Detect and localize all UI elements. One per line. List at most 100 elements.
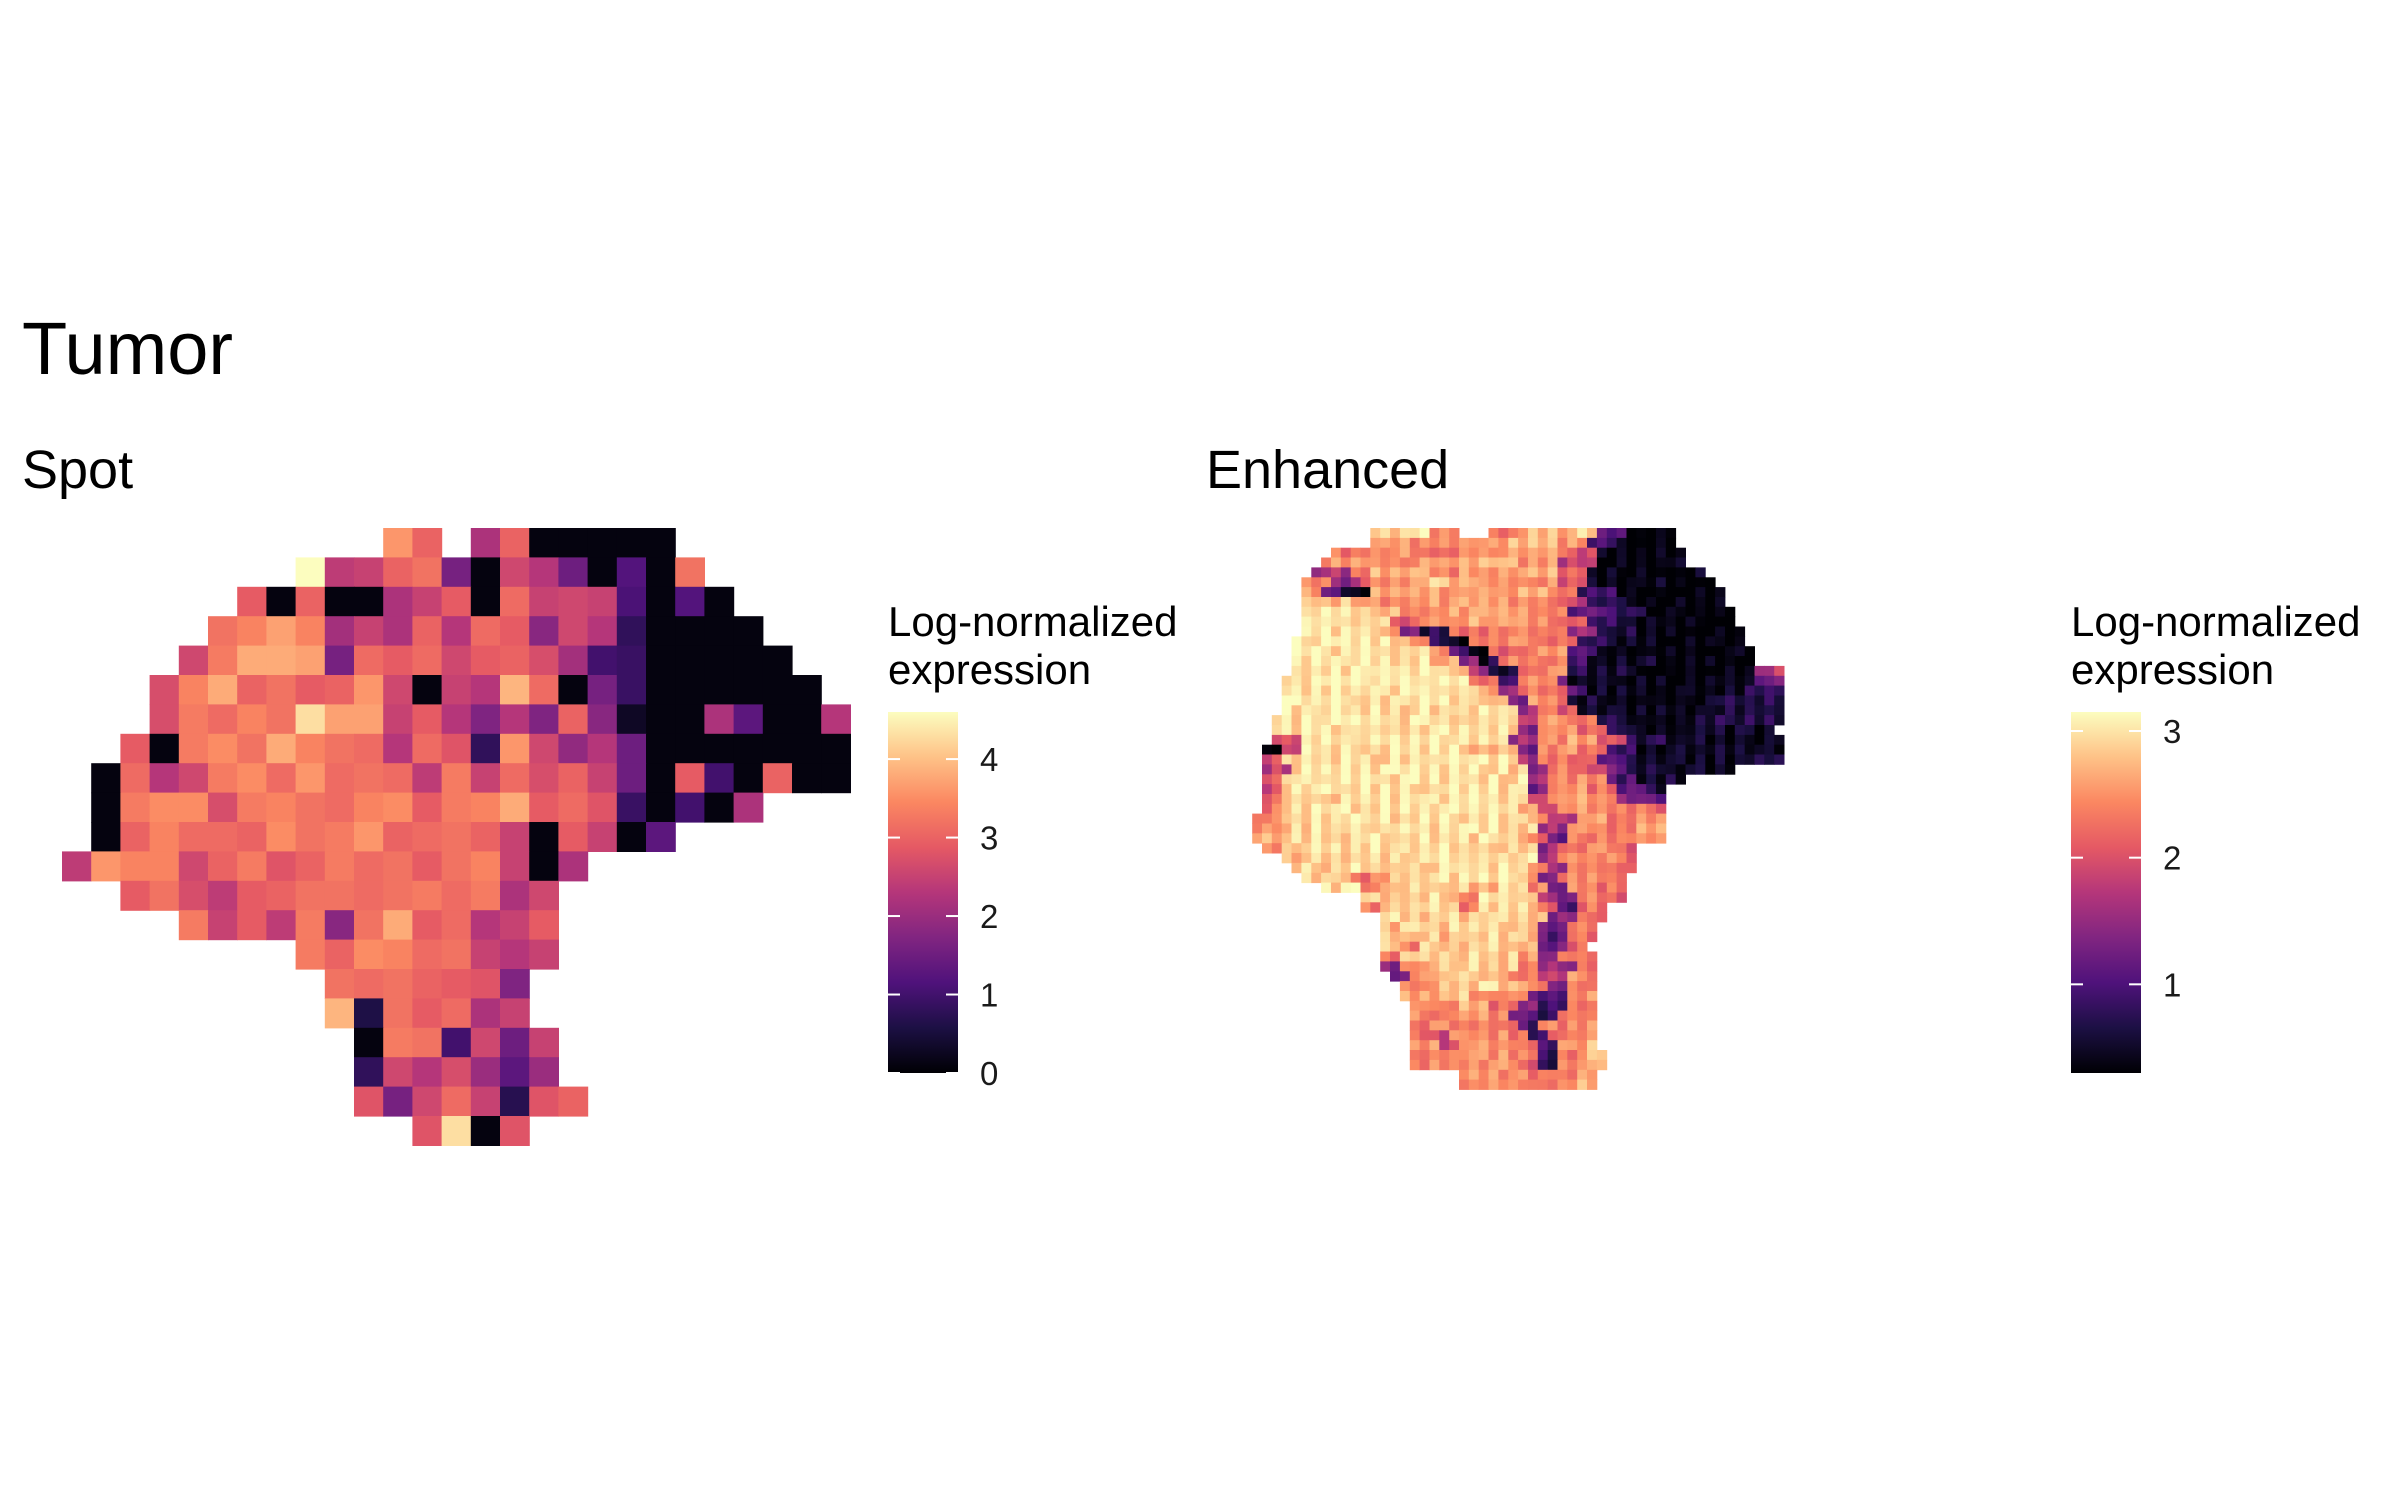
enhanced-cell [1468,843,1480,854]
enhanced-cell [1577,813,1588,824]
enhanced-cell [1439,695,1450,706]
spot-cell [383,675,413,705]
enhanced-cell [1518,597,1529,608]
enhanced-cell [1715,744,1726,755]
enhanced-cell [1360,725,1371,736]
enhanced-cell [1331,675,1342,687]
enhanced-cell [1567,1020,1578,1031]
enhanced-cell [1390,567,1401,578]
enhanced-cell [1360,675,1371,687]
enhanced-cell [1478,971,1489,982]
enhanced-cell [1409,813,1421,824]
spot-cell [149,675,180,705]
enhanced-cell [1340,587,1352,598]
enhanced-cell [1547,1040,1558,1051]
enhanced-cell [1587,892,1598,903]
enhanced-cell [1409,547,1421,558]
enhanced-cell [1468,587,1480,598]
enhanced-cell [1399,971,1411,982]
enhanced-cell [1399,843,1411,854]
enhanced-cell [1390,872,1401,884]
enhanced-cell [1665,705,1677,716]
enhanced-cell [1311,626,1322,637]
enhanced-cell [1587,1050,1598,1061]
enhanced-cell [1764,725,1775,736]
enhanced-cell [1419,1000,1430,1012]
enhanced-cell [1567,587,1578,598]
enhanced-cell [1478,646,1489,657]
enhanced-cell [1301,833,1312,844]
spot-cell [354,586,384,617]
enhanced-cell [1380,833,1391,844]
enhanced-cell [1725,656,1736,667]
enhanced-cell [1321,744,1332,755]
enhanced-cell [1596,616,1608,627]
spot-cell [178,763,209,794]
enhanced-cell [1744,695,1755,706]
enhanced-cell [1370,833,1381,844]
spot-cell [441,733,472,764]
enhanced-cell [1449,557,1460,568]
enhanced-cell [1449,606,1460,618]
spot-cell [120,733,151,764]
spot-cell [324,557,355,588]
enhanced-cell [1646,685,1657,696]
enhanced-cell [1567,1030,1578,1041]
enhanced-cell [1547,734,1558,746]
enhanced-cell [1409,951,1421,962]
enhanced-cell [1695,616,1706,627]
enhanced-cell [1449,922,1460,933]
enhanced-cell [1478,744,1489,755]
spot-cell [354,910,384,941]
spot-cell [324,910,355,941]
enhanced-cell [1695,744,1706,755]
enhanced-cell [1587,823,1598,834]
enhanced-cell [1439,941,1450,952]
enhanced-cell [1705,675,1716,687]
enhanced-cell [1488,941,1499,952]
enhanced-cell [1301,705,1312,716]
enhanced-cell [1360,813,1371,824]
enhanced-cell [1537,843,1549,854]
enhanced-cell [1537,823,1549,834]
spot-cell [500,1027,530,1058]
enhanced-cell [1557,744,1568,755]
spot-cell [616,616,647,647]
enhanced-cell [1587,1059,1598,1071]
enhanced-cell [1596,665,1608,677]
enhanced-cell [1399,685,1411,696]
enhanced-cell [1616,675,1627,687]
enhanced-cell [1537,862,1549,874]
enhanced-cell [1468,941,1480,952]
enhanced-cell [1557,577,1568,588]
enhanced-cell [1409,803,1421,815]
enhanced-cell [1626,744,1637,755]
enhanced-cell [1459,754,1470,765]
enhanced-cell [1399,951,1411,962]
enhanced-cell [1577,774,1588,785]
enhanced-cell [1340,794,1352,805]
enhanced-cell [1528,951,1539,962]
enhanced-cell [1508,784,1519,795]
spot-cell [646,792,676,823]
enhanced-cell [1390,892,1401,903]
enhanced-cell [1311,862,1322,874]
enhanced-cell [1508,833,1519,844]
enhanced-cell [1606,794,1618,805]
enhanced-cell [1577,922,1588,933]
enhanced-cell [1478,941,1489,952]
enhanced-cell [1656,695,1667,706]
enhanced-cell [1429,823,1440,834]
enhanced-cell [1725,616,1736,627]
spot-cell [470,851,501,882]
enhanced-cell [1518,764,1529,775]
enhanced-cell [1567,547,1578,558]
enhanced-cell [1695,705,1706,716]
enhanced-cell [1419,912,1430,923]
spot-cell [821,763,851,794]
enhanced-cell [1606,646,1618,657]
enhanced-cells [1252,528,1785,1090]
enhanced-cell [1380,912,1391,923]
spot-cell [208,792,238,823]
spot-cell [412,763,443,794]
